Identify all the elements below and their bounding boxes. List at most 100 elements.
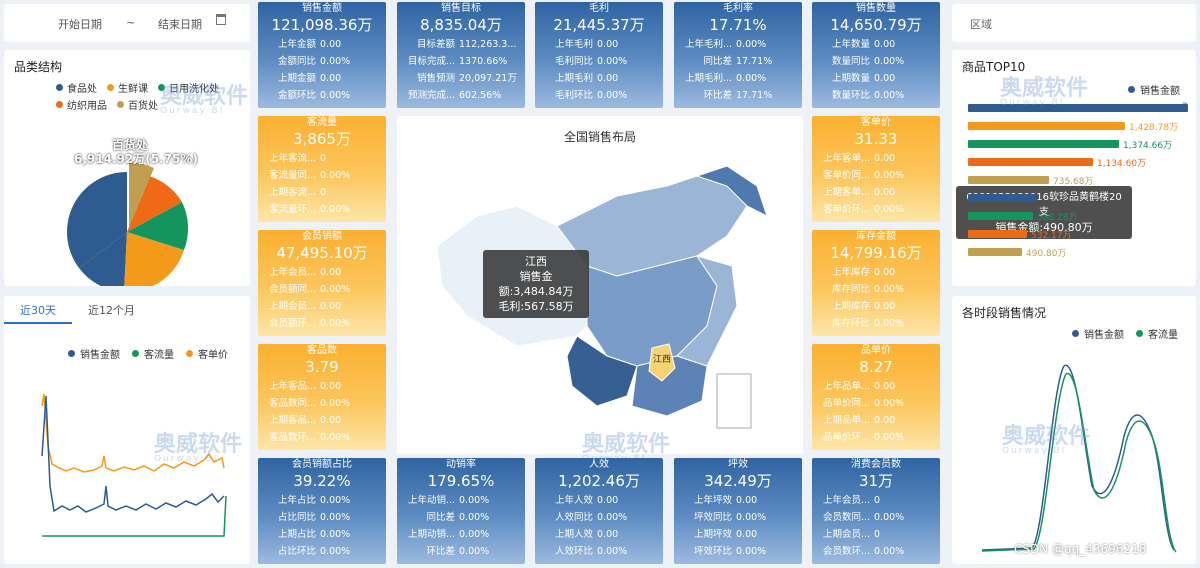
kpi-row: 环比差 0.00% [397, 543, 525, 560]
kpi-card[interactable]: 会员销额 47,495.10万 上年会员... 0.00 会员额同... 0.00% 上期会… [258, 230, 386, 336]
kpi-row-value: 0.00% [459, 512, 490, 523]
top10-bar[interactable] [968, 104, 1188, 112]
kpi-row-value: 0.00% [874, 90, 905, 101]
kpi-card[interactable]: 客品数 3.79 上年客品... 0.00 客品数同... 0.00% 上期客品... 0.0… [258, 344, 386, 450]
kpi-row: 上期动销... 0.00% [397, 526, 525, 543]
kpi-card[interactable]: 品单价 8.27 上年品单... 0.00 品单价同... 0.00% 上期品单... 0.0… [812, 344, 940, 450]
legend-item[interactable]: 生鲜课 [107, 80, 148, 95]
kpi-row: 客单价环... 0.00% [812, 201, 940, 218]
map-south-sea-box [716, 373, 752, 429]
series-hourly-traffic [981, 373, 1177, 553]
kpi-row-label: 会员额同... [268, 284, 316, 295]
kpi-row: 上期客流... 0 [258, 184, 386, 201]
kpi-row: 会员数环... 0.00% [812, 543, 940, 560]
kpi-row: 上期毛利 0.00 [535, 70, 663, 87]
kpi-row: 毛利同比 0.00% [535, 53, 663, 70]
kpi-row: 上年客流... 0 [258, 150, 386, 167]
kpi-row-label: 上期人效 [554, 529, 593, 540]
category-pie[interactable] [4, 50, 250, 286]
kpi-row-value: 0.00% [320, 546, 351, 557]
kpi-row-value: 0.00 [874, 301, 896, 312]
kpi-row-label: 人效环比 [554, 546, 593, 557]
kpi-row-value: 0.00% [874, 170, 905, 181]
kpi-card[interactable]: 坪效 342.49万 上年坪效 0.00 坪效同比 0.00% 上期坪效 0.00 坪效环比 0.… [674, 458, 802, 564]
kpi-card[interactable]: 客单价 31.33 上年客单... 0.00 客单价同... 0.00% 上期客单... 0.… [812, 116, 940, 222]
kpi-row-value: 0.00 [320, 267, 342, 278]
trend-tabs: 近30天 近12个月 [4, 296, 151, 324]
top10-bar[interactable] [968, 140, 1119, 148]
kpi-card[interactable]: 销售数量 14,650.79万 上年数量 0.00 数量同比 0.00% 上期数量 0.00 数… [812, 2, 940, 108]
kpi-row: 上年坪效 0.00 [674, 492, 802, 509]
kpi-row-label: 上期品单... [822, 415, 870, 426]
kpi-card[interactable]: 动销率 179.65% 上年动销... 0.00% 同比差 0.00% 上期动销... 0.0… [397, 458, 525, 564]
map-region-northeast [695, 165, 768, 217]
top10-bar[interactable] [968, 248, 1022, 256]
legend-item[interactable]: 百货处 [117, 97, 158, 112]
kpi-value: 3.79 [305, 358, 339, 376]
kpi-row-label: 客单价同... [822, 170, 870, 181]
legend-item[interactable]: 销售金额 [1072, 326, 1124, 341]
kpi-row: 上期金额 0.00 [258, 70, 386, 87]
legend-item[interactable]: 销售金额 [1128, 82, 1180, 97]
kpi-row-label: 上期客品... [268, 415, 316, 426]
top10-bar[interactable] [968, 212, 1033, 220]
kpi-card[interactable]: 客流量 3,865万 上年客流... 0 客流量同... 0.00% 上期客流... 0 客流量… [258, 116, 386, 222]
start-date-input[interactable]: 开始日期 [58, 18, 102, 31]
kpi-row-label: 上年动销... [407, 495, 455, 506]
kpi-row-value: 602.56% [459, 90, 502, 101]
kpi-title: 毛利 [589, 3, 609, 14]
legend-item[interactable]: 客流量 [132, 346, 174, 361]
kpi-row: 占比同比 0.00% [258, 509, 386, 526]
kpi-row-label: 数量环比 [831, 90, 870, 101]
kpi-title: 会员销额占比 [292, 459, 352, 470]
kpi-card[interactable]: 销售金额 121,098.36万 上年金额 0.00 金额同比 0.00% 上期金额 0.00… [258, 2, 386, 108]
legend-item[interactable]: 客流量 [1136, 326, 1178, 341]
kpi-title: 人效 [589, 459, 609, 470]
region-select[interactable]: 区域 [970, 18, 992, 31]
region-filter-panel[interactable]: 区域 [952, 4, 1196, 42]
pie-slice-textile [127, 176, 182, 232]
legend-item[interactable]: 食品处 [56, 80, 97, 95]
top10-bar-label: 1,374.66万 [1123, 141, 1173, 151]
calendar-icon[interactable] [216, 14, 226, 25]
kpi-row-value: 0.00% [597, 56, 628, 67]
kpi-row: 上年金额 0.00 [258, 36, 386, 53]
kpi-row-value: 0.00 [597, 39, 619, 50]
legend-item[interactable]: 客单价 [186, 346, 228, 361]
kpi-value: 17.71% [709, 16, 767, 34]
legend-item[interactable]: 纺织用品 [56, 97, 107, 112]
top10-bar[interactable] [968, 176, 1049, 184]
kpi-row-label: 毛利同比 [554, 56, 593, 67]
top10-bar[interactable] [968, 158, 1093, 166]
kpi-card[interactable]: 毛利 21,445.37万 上年毛利 0.00 毛利同比 0.00% 上期毛利 0.00 毛利环… [535, 2, 663, 108]
top10-bar[interactable] [968, 122, 1125, 130]
kpi-row-label: 客品数同... [268, 398, 316, 409]
hourly-chart[interactable] [952, 296, 1196, 564]
kpi-row-value: 1370.66% [459, 56, 508, 67]
kpi-value: 8,835.04万 [420, 16, 502, 34]
legend-item[interactable]: 日用洗化处 [158, 80, 219, 95]
kpi-card[interactable]: 毛利率 17.71% 上年毛利... 0.00% 同比差 17.71% 上期毛利... 0.0… [674, 2, 802, 108]
tab-30days[interactable]: 近30天 [4, 296, 72, 324]
kpi-row: 上期坪效 0.00 [674, 526, 802, 543]
kpi-row: 目标完成... 1370.66% [397, 53, 525, 70]
kpi-card[interactable]: 人效 1,202.46万 上年人效 0.00 人效同比 0.00% 上期人效 0.00 人效环比… [535, 458, 663, 564]
china-map[interactable] [397, 116, 803, 454]
kpi-card[interactable]: 消费会员数 31万 上年会员... 0 会员数同... 0.00% 上期会员... 0 会员数环… [812, 458, 940, 564]
top10-bar[interactable] [968, 194, 1036, 202]
trend-chart[interactable] [4, 296, 250, 564]
kpi-card[interactable]: 库存金额 14,799.16万 上年库存 0.00 库存同比 0.00% 上期库存 0.00 库… [812, 230, 940, 336]
kpi-card[interactable]: 会员销额占比 39.22% 上年占比 0.00% 占比同比 0.00% 上期占比 0.00% 占… [258, 458, 386, 564]
kpi-value: 3,865万 [293, 130, 351, 148]
kpi-row-value: 0.00% [874, 204, 905, 215]
kpi-row-label: 坪效同比 [693, 512, 732, 523]
kpi-row-label: 坪效环比 [693, 546, 732, 557]
kpi-row: 上期人效 0.00 [535, 526, 663, 543]
kpi-value: 21,445.37万 [553, 16, 645, 34]
legend-item[interactable]: 销售金额 [68, 346, 120, 361]
tab-12months[interactable]: 近12个月 [88, 304, 135, 317]
top10-bar[interactable] [968, 230, 1027, 238]
top10-bar-label: 532.17万 [1031, 231, 1072, 241]
end-date-input[interactable]: 结束日期 [158, 18, 202, 31]
kpi-card[interactable]: 销售目标 8,835.04万 目标差额 112,263.3... 目标完成... 1370… [397, 2, 525, 108]
